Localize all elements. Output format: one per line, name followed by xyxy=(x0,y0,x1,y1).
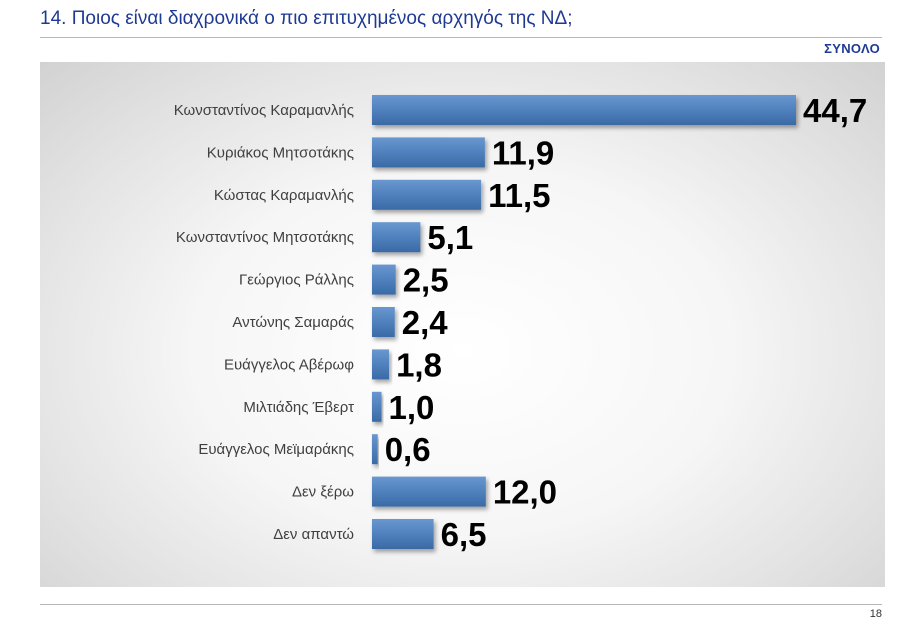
value-label: 44,7 xyxy=(803,92,867,129)
bar-7 xyxy=(372,391,382,422)
page-number: 18 xyxy=(869,608,882,620)
value-label: 1,0 xyxy=(388,389,434,426)
value-label: 2,5 xyxy=(403,262,449,299)
category-label: Δεν ξέρω xyxy=(292,484,354,501)
category-label: Κυριάκος Μητσοτάκης xyxy=(207,144,354,161)
value-label: 6,5 xyxy=(441,516,487,553)
category-label: Κωνσταντίνος Μητσοτάκης xyxy=(176,229,354,246)
title-divider xyxy=(40,37,882,38)
value-label: 0,6 xyxy=(385,431,431,468)
category-label: Γεώργιος Ράλλης xyxy=(239,272,354,289)
bar-9 xyxy=(372,476,486,507)
footer-divider xyxy=(40,604,882,605)
bar-8 xyxy=(372,434,378,465)
category-label: Κωνσταντίνος Καραμανλής xyxy=(174,102,354,119)
bar-0 xyxy=(372,95,796,125)
category-label: Μιλτιάδης Έβερτ xyxy=(243,399,354,416)
value-labels-layer: 44,7 11,9 11,5 5,1 2,5 2,4 1,8 1,0 0,6 12,06,5 xyxy=(385,92,868,553)
category-label: Ευάγγελος Μεϊμαράκης xyxy=(198,441,354,458)
bar-5 xyxy=(372,307,395,337)
bar-1 xyxy=(372,137,485,168)
chart-subtitle: ΣΥΝΟΛΟ xyxy=(824,41,880,56)
value-label: 1,8 xyxy=(396,346,442,383)
bar-3 xyxy=(372,222,421,253)
category-label: Κώστας Καραμανλής xyxy=(214,187,354,204)
bar-2 xyxy=(372,179,482,210)
category-label: Δεν απαντώ xyxy=(273,526,354,543)
category-label: Αντώνης Σαμαράς xyxy=(232,314,354,331)
category-label: Ευάγγελος Αβέρωφ xyxy=(224,356,354,373)
category-labels-layer: Κωνσταντίνος Καραμανλής Κυριάκος Μητσοτάκ… xyxy=(174,102,355,543)
value-label: 12,0 xyxy=(493,474,557,511)
value-label: 5,1 xyxy=(427,219,473,256)
value-label: 11,9 xyxy=(492,134,554,171)
bar-10 xyxy=(372,519,434,549)
bar-4 xyxy=(372,264,396,295)
value-label: 11,5 xyxy=(488,177,550,214)
value-label: 2,4 xyxy=(402,304,449,341)
page-title: 14. Ποιος είναι διαχρονικά ο πιο επιτυχη… xyxy=(40,8,573,29)
bar-6 xyxy=(372,349,390,380)
bars-layer xyxy=(372,95,796,549)
